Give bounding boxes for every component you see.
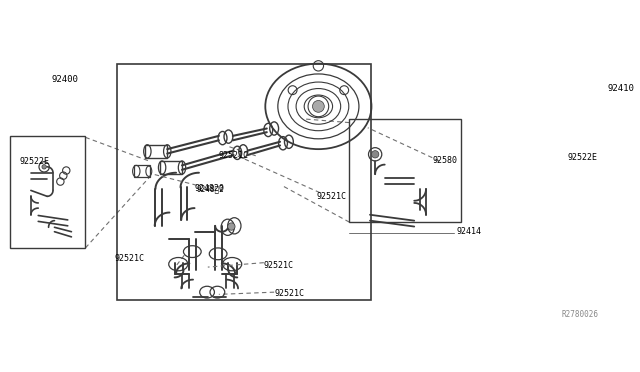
Text: 92521C: 92521C xyxy=(317,192,347,201)
Text: 92521C: 92521C xyxy=(114,254,144,263)
Text: 92400: 92400 xyxy=(51,76,78,84)
Circle shape xyxy=(312,100,324,112)
Text: 92521C: 92521C xyxy=(264,261,294,270)
Bar xyxy=(134,166,150,177)
Bar xyxy=(160,161,182,174)
Bar xyxy=(145,145,167,158)
Text: 92522E: 92522E xyxy=(568,153,598,162)
Text: 92580: 92580 xyxy=(433,157,458,166)
Text: 9248㊂2: 9248㊂2 xyxy=(196,185,225,193)
Bar xyxy=(349,119,461,222)
Circle shape xyxy=(371,151,379,158)
Circle shape xyxy=(228,223,235,230)
Text: 92522E: 92522E xyxy=(20,157,50,166)
Bar xyxy=(10,136,85,248)
Text: 92521C: 92521C xyxy=(274,289,304,298)
Circle shape xyxy=(42,165,46,169)
Text: 92410: 92410 xyxy=(607,84,634,93)
Bar xyxy=(117,64,371,299)
Text: 92414: 92414 xyxy=(457,227,482,236)
Text: R2780026: R2780026 xyxy=(562,310,598,319)
Text: 924820: 924820 xyxy=(195,185,225,193)
Text: 92521C: 92521C xyxy=(219,151,249,160)
